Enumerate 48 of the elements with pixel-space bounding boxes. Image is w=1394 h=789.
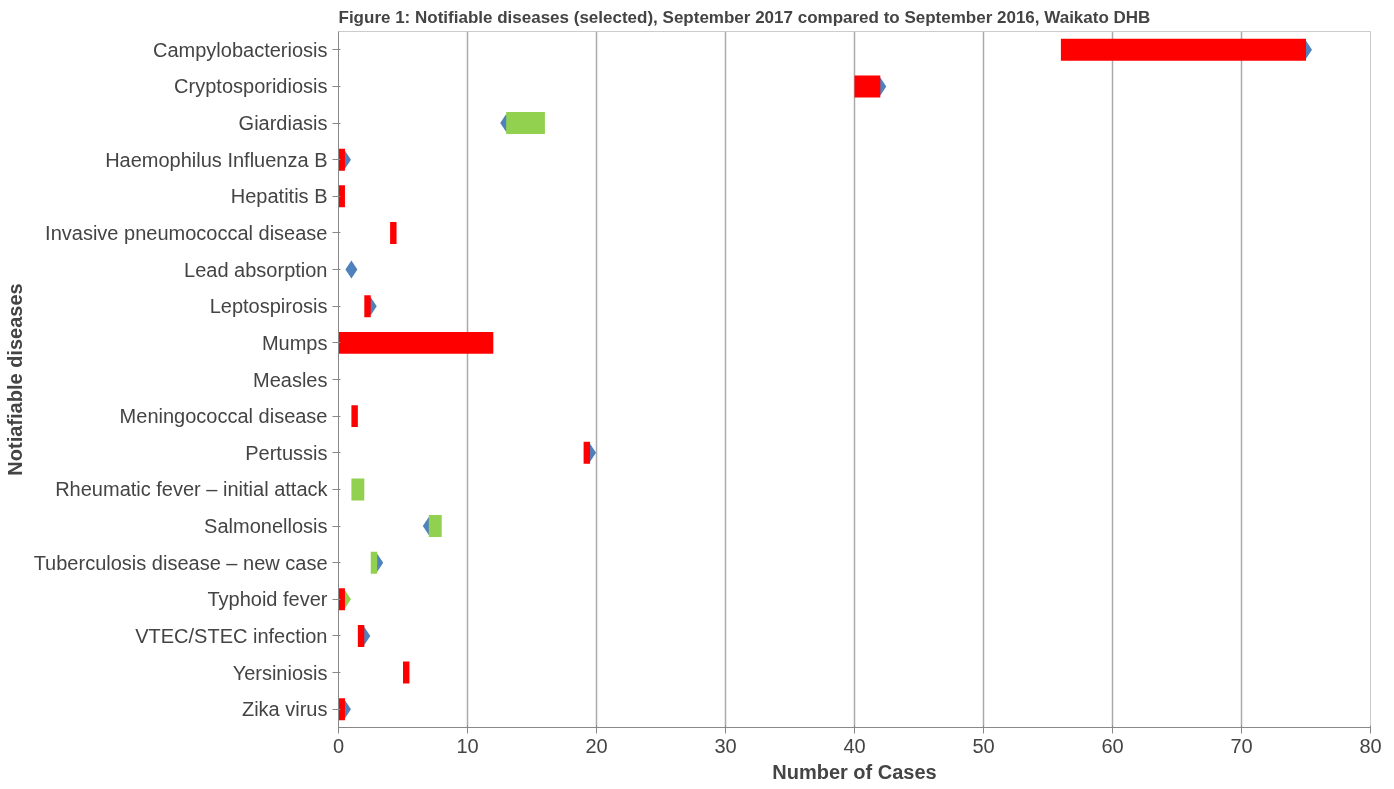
y-tick-label: Mumps [261,331,328,354]
bar [390,221,397,244]
x-tick-label: 0 [332,734,345,757]
bar [338,148,345,171]
y-tick-label: Haemophilus Influenza B [105,148,328,171]
y-tick-label: Hepatitis B [230,185,328,208]
x-tick-label: 60 [1101,734,1124,757]
y-tick-label: Measles [253,368,328,391]
y-tick-label: Invasive pneumococcal disease [45,221,328,244]
y-tick-label: Typhoid fever [207,588,328,611]
x-tick-label: 40 [843,734,866,757]
x-tick-label: 50 [972,734,995,757]
bar [351,405,358,428]
bar [338,698,345,721]
x-tick-label: 30 [714,734,737,757]
bar [428,515,442,538]
y-tick-label: Pertussis [245,441,328,464]
bar [506,112,545,135]
bar [338,185,345,208]
bar [370,551,378,574]
bar [583,441,591,464]
y-tick-label: Leptospirosis [209,295,328,318]
x-tick-label: 10 [456,734,479,757]
bar [854,75,881,98]
y-tick-label: Yersiniosis [232,661,328,684]
x-axis-title: Number of Cases [772,760,937,783]
bar [351,478,365,501]
bar [1060,38,1306,61]
y-tick-label: Meningococcal disease [119,405,328,428]
y-tick-label: Lead absorption [184,258,328,281]
y-tick-label: Cryptosporidiosis [174,75,328,98]
bar [338,588,345,611]
y-axis-title: Notiafiable diseases [3,283,26,476]
bar [338,331,494,354]
x-tick-label: 80 [1359,734,1382,757]
bar [364,295,371,318]
chart-title: Figure 1: Notifiable diseases (selected), September 2017 compared to September 2016, Waikato DHB [338,7,1151,27]
x-tick-label: 20 [585,734,608,757]
y-tick-label: Salmonellosis [204,515,328,538]
bar [357,624,365,647]
y-tick-label: VTEC/STEC infection [135,624,328,647]
y-tick-label: Zika virus [241,698,328,721]
y-tick-label: Rheumatic fever – initial attack [55,478,329,501]
x-tick-label: 70 [1230,734,1253,757]
bar [403,661,410,684]
y-tick-label: Campylobacteriosis [152,38,328,61]
y-tick-label: Tuberculosis disease – new case [33,551,328,574]
y-tick-label: Giardiasis [238,112,328,135]
